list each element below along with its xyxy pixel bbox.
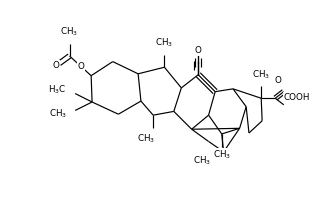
Text: CH$_3$: CH$_3$ [60,26,79,38]
Text: CH$_3$: CH$_3$ [49,108,67,121]
Text: H$_3$C: H$_3$C [48,83,67,96]
Text: CH$_3$: CH$_3$ [193,155,211,167]
Text: CH$_3$: CH$_3$ [213,149,231,162]
Text: CH$_3$: CH$_3$ [137,132,155,145]
Text: O: O [195,46,202,55]
Text: COOH: COOH [284,93,310,102]
Text: O: O [274,76,281,85]
Text: OH: OH [286,94,300,103]
Text: CH$_3$: CH$_3$ [156,37,174,49]
Text: O: O [77,62,84,71]
Text: CH$_3$: CH$_3$ [252,69,270,81]
Text: O: O [52,61,59,70]
